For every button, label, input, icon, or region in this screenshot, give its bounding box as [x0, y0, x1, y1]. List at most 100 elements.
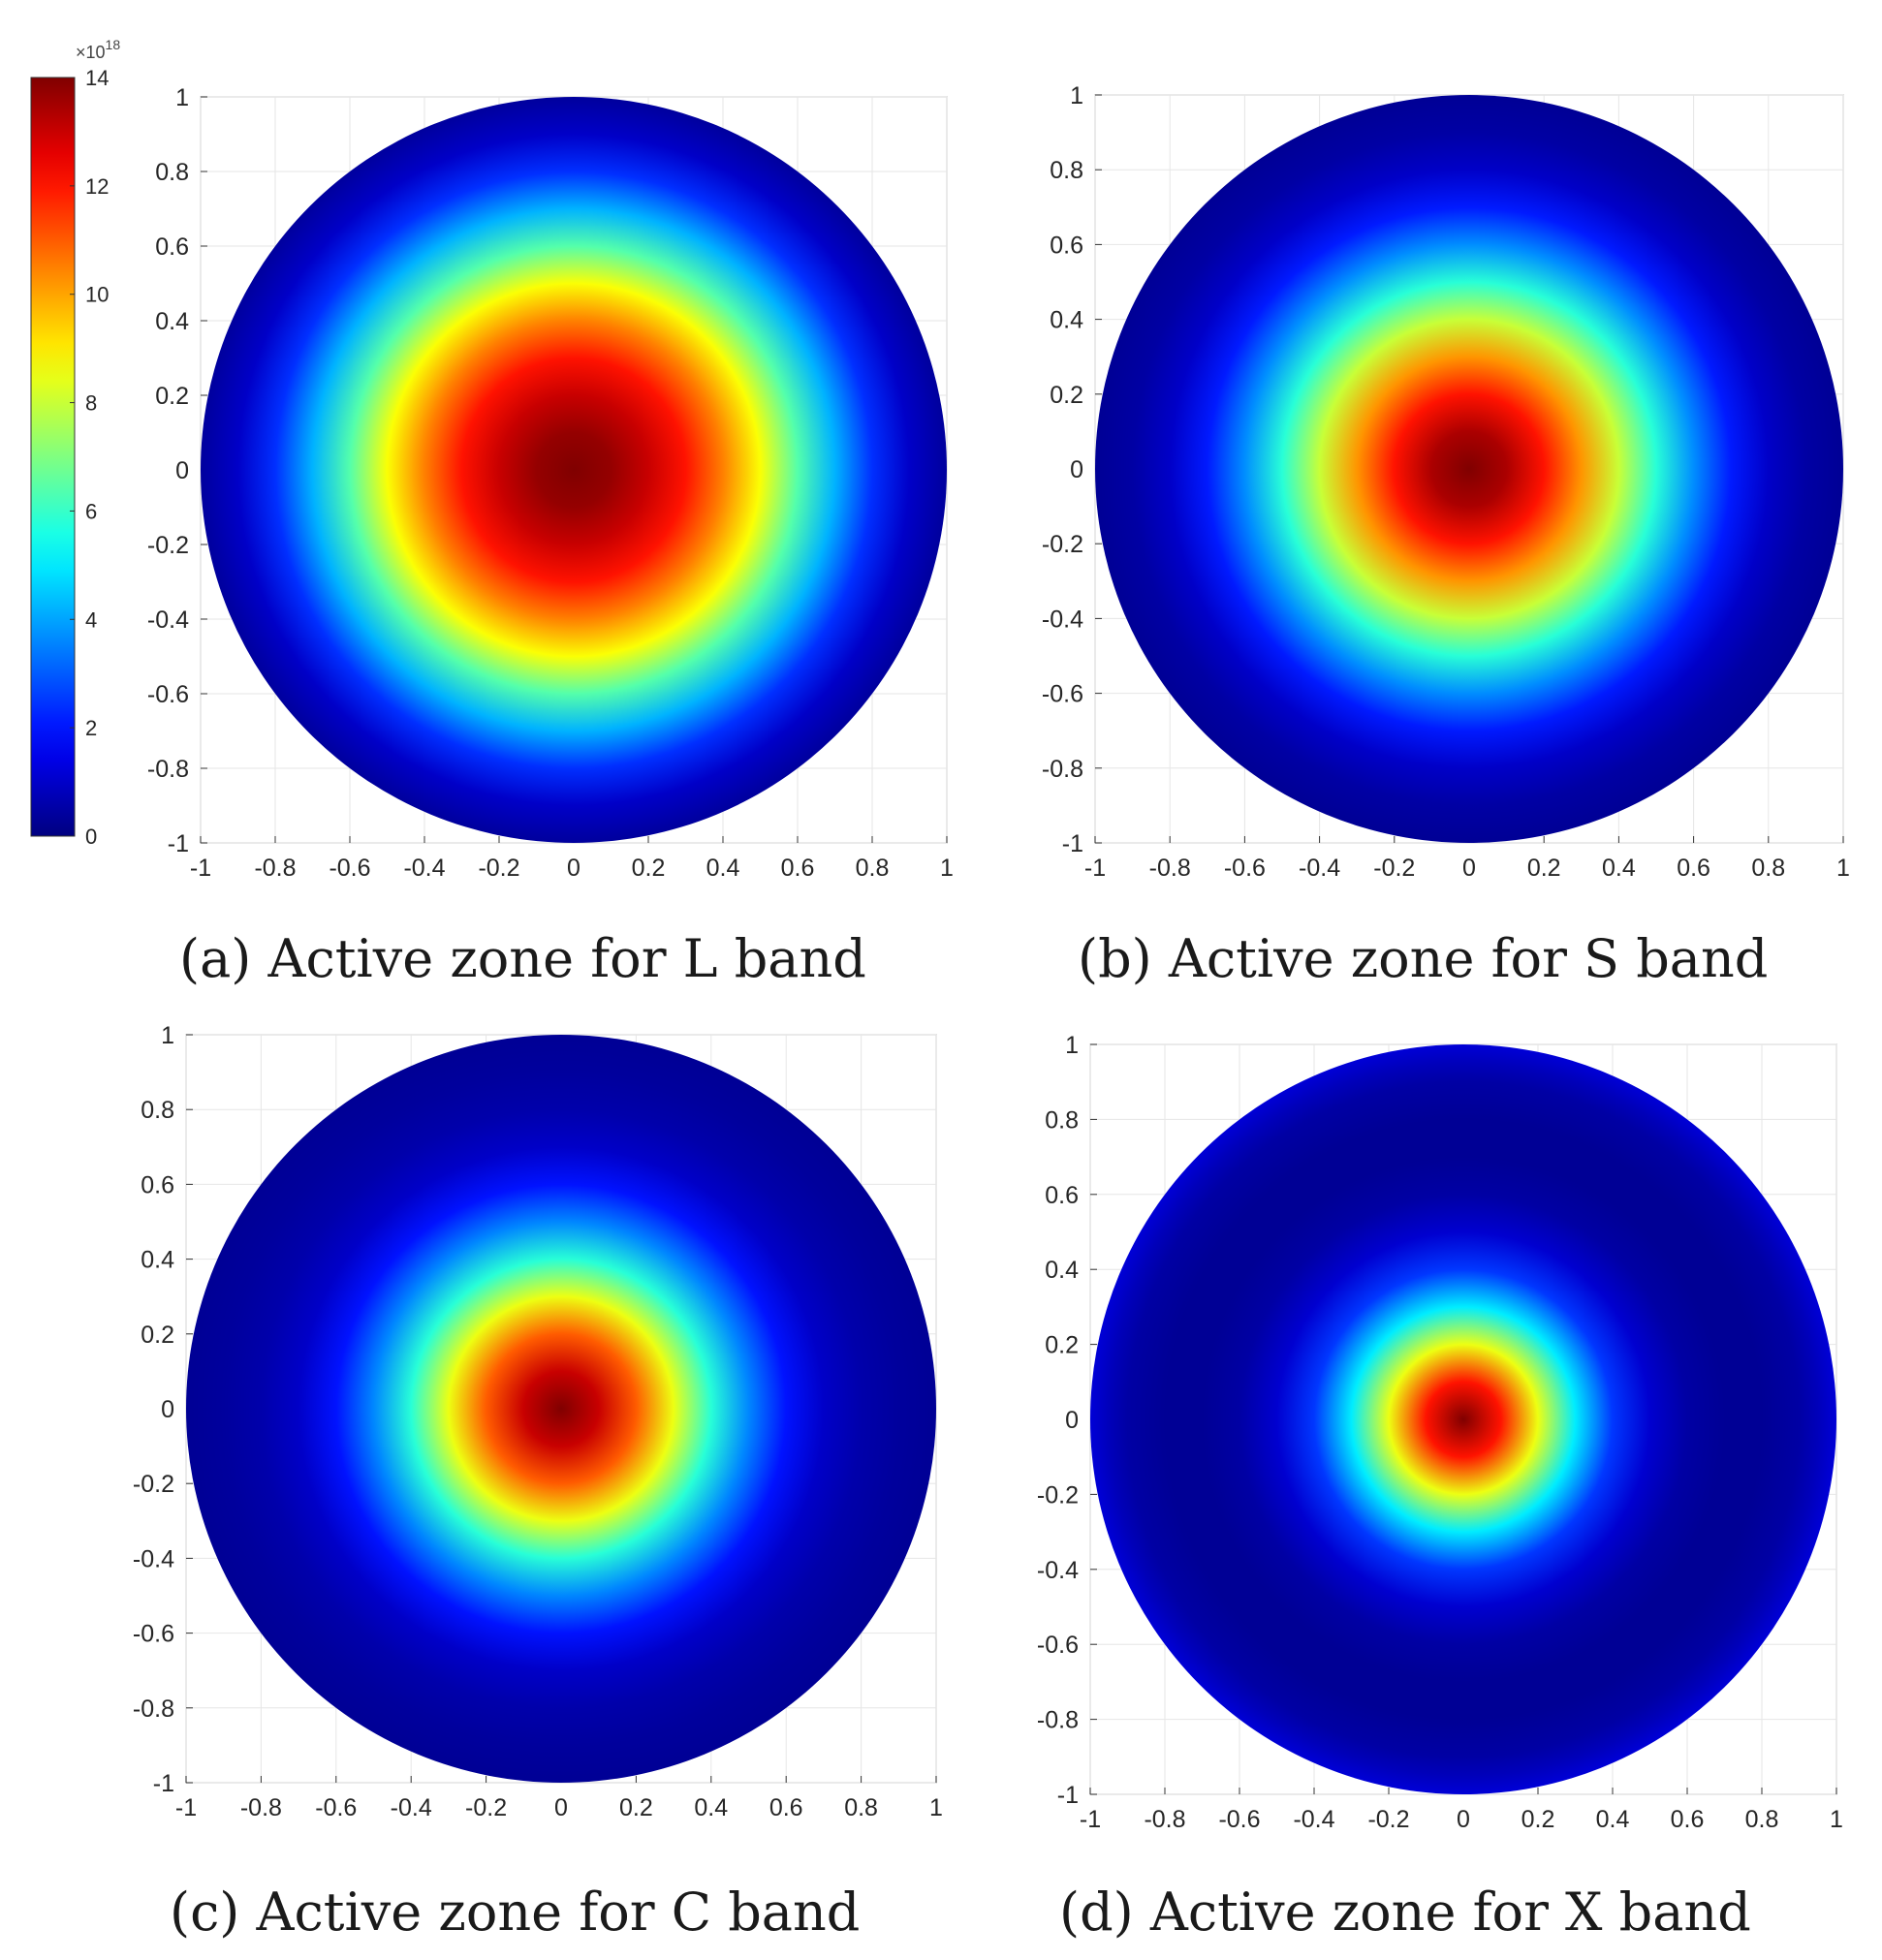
x-tick-label: 0.8: [844, 1794, 878, 1821]
y-tick-label: -1: [153, 1770, 174, 1797]
y-tick-label: 0.2: [155, 383, 189, 410]
y-tick-label: -0.6: [147, 681, 189, 708]
y-tick-label: -1: [1057, 1782, 1079, 1809]
panel-c-band: -1 -0.8 -0.6 -0.4 -0.2 0 0.2 0.4 0.6 0.8 1 1 0.8 0.6 0…: [133, 1022, 943, 1821]
caption-a: (a) Active zone for L band: [179, 928, 866, 989]
y-tick-label: 0.8: [1045, 1106, 1079, 1134]
colorbar-tick-label: 10: [85, 283, 109, 307]
colorbar-tick-label: 0: [85, 824, 97, 849]
y-tick-label: -0.2: [1042, 531, 1083, 558]
y-tick-label: 0.6: [141, 1171, 174, 1198]
y-tick-label: -0.8: [1042, 756, 1083, 783]
y-tick-label: -0.6: [1042, 681, 1083, 708]
x-tick-label: 0.2: [619, 1794, 653, 1821]
colorbar-tick-label: 2: [85, 716, 97, 740]
y-tick-label: 0.2: [141, 1322, 174, 1349]
x-tick-label: -0.6: [1218, 1806, 1260, 1833]
heatmap-disk: [1095, 95, 1843, 843]
x-tick-label: 0.6: [1671, 1806, 1705, 1833]
x-tick-label: -1: [1080, 1806, 1101, 1833]
colorbar-tick-label: 14: [85, 66, 109, 90]
x-tick-label: 0: [554, 1794, 568, 1821]
x-tick-label: -0.8: [240, 1794, 282, 1821]
y-tick-label: -0.2: [147, 532, 189, 559]
x-tick-label: 1: [940, 855, 954, 882]
x-tick-label: 0.8: [1745, 1806, 1779, 1833]
x-tick-label: 0.2: [632, 855, 666, 882]
x-tick-label: -0.4: [391, 1794, 432, 1821]
x-tick-label: 0: [1457, 1806, 1470, 1833]
x-tick-label: -0.6: [1224, 855, 1266, 882]
y-tick-label: -1: [168, 830, 189, 857]
x-tick-label: -0.6: [315, 1794, 357, 1821]
x-tick-label: 0.8: [856, 855, 890, 882]
colorbar-tick-label: 12: [85, 174, 109, 199]
x-tick-label: -0.2: [478, 855, 519, 882]
colorbar-tick-label: 6: [85, 499, 97, 523]
y-tick-label: -0.4: [1037, 1557, 1079, 1584]
x-tick-label: 1: [1830, 1806, 1843, 1833]
x-tick-label: -0.4: [1293, 1806, 1334, 1833]
y-tick-label: 1: [161, 1022, 174, 1049]
y-tick-label: 0.8: [141, 1097, 174, 1124]
colorbar-tick-label: 8: [85, 391, 97, 416]
x-tick-label: -0.6: [329, 855, 370, 882]
heatmap-disk: [201, 97, 947, 843]
panel-x-band: -1 -0.8 -0.6 -0.4 -0.2 0 0.2 0.4 0.6 0.8 1 1 0.8 0.6 0…: [1037, 1032, 1843, 1833]
heatmap-disk: [1090, 1044, 1836, 1794]
colorbar-bar: [30, 77, 76, 837]
panel-l-band: -1 -0.8 -0.6 -0.4 -0.2 0 0.2 0.4 0.6 0.8 1 1 0.8 0.6 0…: [147, 84, 954, 882]
x-tick-label: -0.8: [1149, 855, 1191, 882]
y-tick-label: 0.4: [1050, 307, 1083, 334]
x-tick-label: 0.6: [781, 855, 815, 882]
x-tick-label: 0: [567, 855, 580, 882]
y-tick-label: 0.4: [1045, 1257, 1079, 1284]
x-tick-label: 0.2: [1521, 1806, 1555, 1833]
colorbar-tick-label: 4: [85, 607, 97, 632]
colorbar-exponent: ×1018: [76, 37, 120, 62]
x-tick-label: 0.4: [1602, 855, 1636, 882]
y-tick-label: 0.8: [155, 159, 189, 186]
heatmap-disk: [186, 1035, 936, 1783]
y-tick-label: 0.6: [1045, 1182, 1079, 1209]
x-tick-label: -1: [1084, 855, 1106, 882]
x-tick-label: 1: [1836, 855, 1850, 882]
y-tick-label: -0.8: [1037, 1707, 1079, 1734]
y-tick-label: 0: [1070, 456, 1083, 483]
y-tick-label: 1: [1070, 82, 1083, 109]
x-tick-label: 0.8: [1751, 855, 1785, 882]
y-tick-label: -0.8: [133, 1696, 174, 1723]
caption-d: (d) Active zone for X band: [1059, 1882, 1751, 1943]
y-tick-label: 0.4: [155, 308, 189, 335]
caption-c: (c) Active zone for C band: [170, 1882, 860, 1943]
caption-b: (b) Active zone for S band: [1078, 928, 1768, 989]
x-tick-label: 0.6: [1677, 855, 1710, 882]
y-tick-label: -0.4: [1042, 606, 1083, 633]
x-tick-label: -0.4: [1299, 855, 1340, 882]
y-tick-label: 1: [1065, 1032, 1079, 1059]
x-tick-label: -0.4: [403, 855, 445, 882]
y-tick-label: -0.2: [1037, 1481, 1079, 1509]
y-tick-label: 0.6: [155, 233, 189, 261]
y-tick-label: 0: [1065, 1407, 1079, 1434]
panel-s-band: -1 -0.8 -0.6 -0.4 -0.2 0 0.2 0.4 0.6 0.8 1 1 0.8 0.6 0…: [1042, 82, 1850, 882]
x-tick-label: 0.2: [1527, 855, 1561, 882]
x-tick-label: -0.2: [1367, 1806, 1409, 1833]
x-tick-label: 0: [1462, 855, 1476, 882]
y-tick-label: 0.8: [1050, 157, 1083, 184]
y-tick-label: 0.4: [141, 1247, 174, 1274]
y-tick-label: -0.4: [133, 1545, 174, 1572]
y-tick-label: 0: [175, 457, 189, 484]
x-tick-label: -1: [190, 855, 211, 882]
y-tick-label: 1: [175, 84, 189, 111]
x-tick-label: -0.2: [465, 1794, 507, 1821]
y-tick-label: 0: [161, 1396, 174, 1423]
x-tick-label: -1: [175, 1794, 197, 1821]
x-tick-label: 1: [929, 1794, 943, 1821]
y-tick-label: 0.2: [1050, 382, 1083, 409]
y-tick-label: -0.4: [147, 607, 189, 634]
x-tick-label: 0.4: [1596, 1806, 1630, 1833]
y-tick-label: -1: [1062, 830, 1083, 857]
y-tick-label: -0.6: [133, 1621, 174, 1648]
